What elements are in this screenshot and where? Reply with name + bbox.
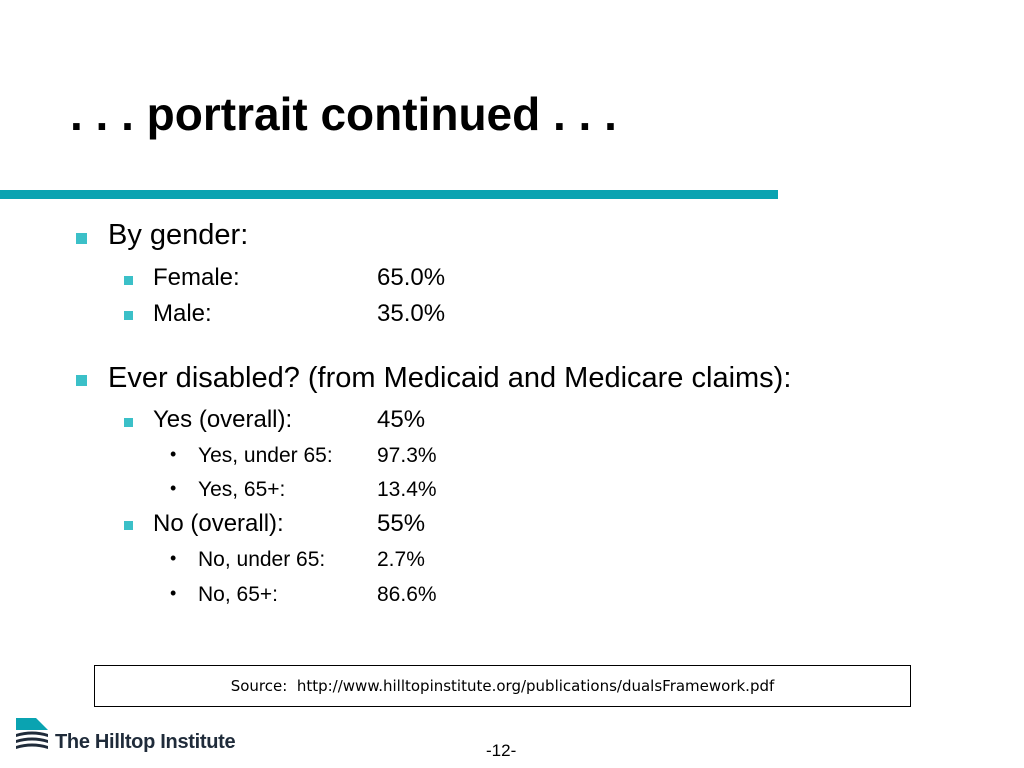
bullet-square-icon bbox=[76, 233, 87, 244]
gender-heading: By gender: bbox=[108, 219, 249, 251]
no-65plus-value: 86.6% bbox=[377, 583, 437, 606]
page-number: -12- bbox=[486, 741, 517, 760]
male-label: Male: bbox=[153, 300, 212, 327]
no-65plus-label: No, 65+: bbox=[198, 583, 278, 606]
bullet-dot-icon: • bbox=[170, 548, 177, 568]
hilltop-logo-icon bbox=[16, 718, 48, 749]
yes-overall-label: Yes (overall): bbox=[153, 406, 293, 433]
title-divider bbox=[0, 190, 778, 199]
slide-title: . . . portrait continued . . . bbox=[70, 88, 617, 140]
no-under65-value: 2.7% bbox=[377, 548, 425, 571]
male-value: 35.0% bbox=[377, 300, 446, 327]
female-label: Female: bbox=[153, 264, 240, 291]
yes-under65-value: 97.3% bbox=[377, 444, 437, 467]
yes-65plus-value: 13.4% bbox=[377, 478, 437, 501]
yes-65plus-label: Yes, 65+: bbox=[198, 478, 286, 501]
bullet-dot-icon: • bbox=[170, 478, 177, 498]
female-value: 65.0% bbox=[377, 264, 446, 291]
no-overall-value: 55% bbox=[377, 510, 426, 537]
yes-overall-value: 45% bbox=[377, 406, 426, 433]
no-overall-label: No (overall): bbox=[153, 510, 284, 537]
yes-under65-label: Yes, under 65: bbox=[198, 444, 333, 467]
bullet-dot-icon: • bbox=[170, 583, 177, 603]
bullet-square-icon bbox=[124, 311, 133, 320]
bullet-dot-icon: • bbox=[170, 444, 177, 464]
no-under65-label: No, under 65: bbox=[198, 548, 326, 571]
bullet-square-icon bbox=[124, 276, 133, 285]
bullet-square-icon bbox=[124, 418, 133, 427]
source-citation: Source: http://www.hilltopinstitute.org/… bbox=[94, 665, 911, 707]
bullet-square-icon bbox=[124, 521, 133, 530]
disabled-heading: Ever disabled? (from Medicaid and Medica… bbox=[108, 362, 792, 394]
hilltop-logo-text: The Hilltop Institute bbox=[55, 731, 236, 753]
bullet-square-icon bbox=[76, 375, 87, 386]
